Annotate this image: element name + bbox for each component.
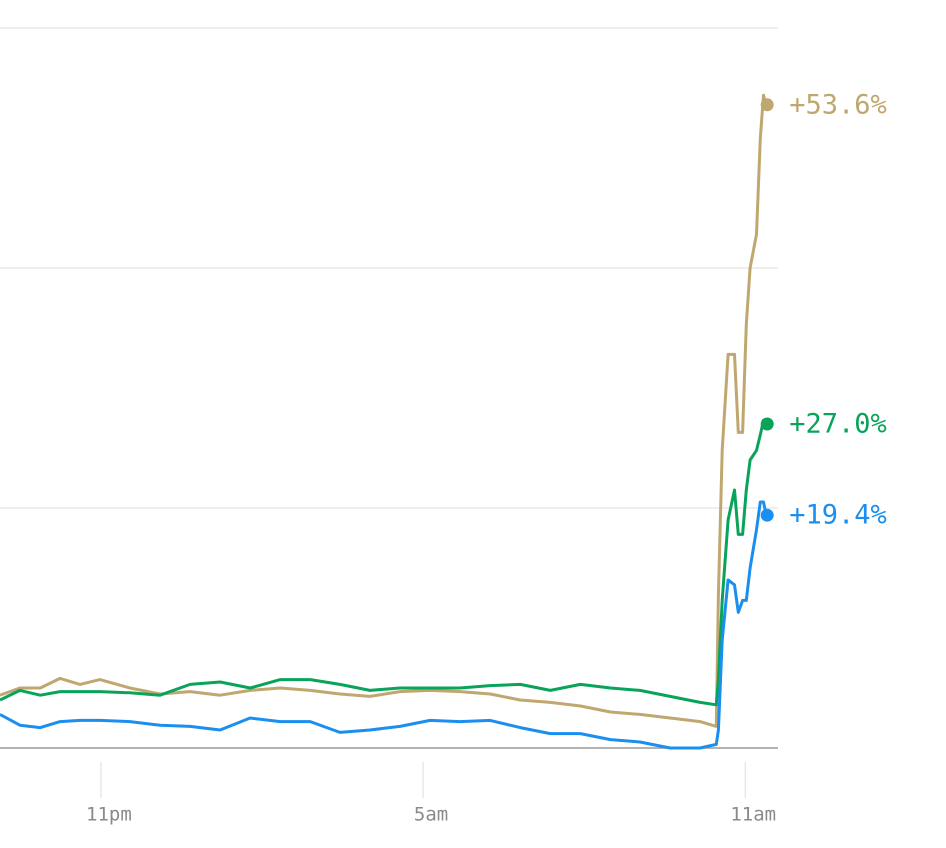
- series-line: [0, 418, 768, 707]
- end-dot: [760, 417, 774, 431]
- end-dot: [760, 98, 774, 112]
- end-label: +19.4%: [789, 500, 887, 531]
- series-line: [0, 500, 768, 750]
- x-tick-label: 11pm: [86, 804, 132, 826]
- end-label: +27.0%: [789, 409, 887, 440]
- x-tick-label: 5am: [414, 804, 448, 826]
- series-line: [0, 93, 768, 728]
- x-tick-label: 11am: [730, 804, 776, 826]
- end-dot: [760, 508, 774, 522]
- end-label: +53.6%: [789, 89, 887, 120]
